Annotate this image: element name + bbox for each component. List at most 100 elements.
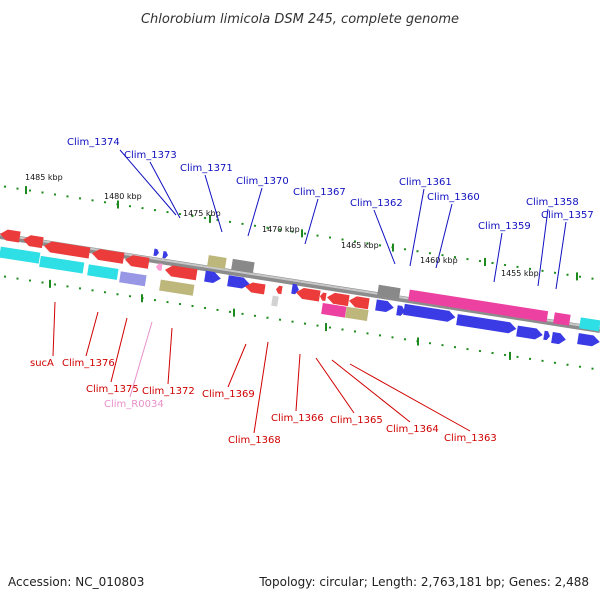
gene-feature [87, 264, 119, 280]
gene-feature [162, 251, 168, 259]
gene-label: Clim_1362 [350, 198, 403, 209]
scale-dot-top [503, 263, 507, 267]
scale-dot-top [328, 236, 332, 239]
scale-dot-bottom [316, 324, 319, 327]
scale-label: 1475 kbp [183, 209, 221, 218]
scale-dot-top [403, 248, 407, 251]
gene-feature [231, 258, 255, 274]
scale-dot-top [491, 261, 494, 265]
scale-dots [3, 185, 594, 370]
gene-feature [516, 325, 543, 340]
gene-feature [119, 271, 147, 287]
scale-dot-top [253, 224, 257, 227]
scale-labels: 1485 kbp 1480 kbp 1475 kbp 1470 kbp 1465 kbp… [25, 173, 539, 278]
gene-feature [245, 282, 266, 295]
scale-dot-bottom [241, 312, 244, 315]
gene-label: Clim_1370 [236, 176, 289, 187]
scale-dot-bottom [591, 367, 594, 370]
scale-dot-top [416, 250, 419, 253]
scale-dot-bottom [378, 334, 382, 337]
scale-dot-top [141, 207, 144, 210]
map-title: Chlorobium limicola DSM 245, complete ge… [141, 12, 459, 27]
scale-dot-bottom [103, 291, 107, 294]
scale-dot-bottom [291, 320, 294, 323]
scale-dot-top [178, 212, 182, 216]
scale-dot-top [66, 195, 69, 198]
leader-line [129, 321, 153, 398]
gene-feature [349, 296, 370, 310]
scale-label: 1480 kbp [104, 192, 142, 201]
gene-feature [125, 255, 150, 269]
scale-dot-bottom [341, 328, 344, 331]
leader-line [253, 341, 269, 434]
leader-line [373, 209, 396, 265]
scale-dot-top [578, 275, 582, 278]
scale-label: 1485 kbp [25, 173, 63, 182]
scale-dot-bottom [366, 332, 369, 335]
gene-feature [204, 270, 221, 283]
scale-dot-top [541, 269, 544, 272]
gene-feature [579, 317, 600, 332]
leader-line [167, 327, 173, 385]
scale-dot-bottom [391, 336, 394, 339]
leader-line [304, 198, 319, 245]
scale-dot-top [241, 222, 244, 225]
scale-dot-bottom [216, 308, 219, 312]
scale-dot-top [53, 193, 57, 196]
gene-label: Clim_1359 [478, 221, 531, 232]
gene-feature [156, 263, 163, 271]
gene-label: Clim_1366 [271, 413, 324, 424]
gene-feature [553, 312, 571, 326]
gene-label: Clim_1374 [67, 137, 120, 148]
gene-label: Clim_1365 [330, 415, 383, 426]
gene-feature [408, 289, 549, 323]
scale-label: 1460 kbp [420, 256, 458, 265]
scale-dot-top [466, 257, 469, 261]
gene-feature [39, 255, 85, 274]
scale-dot-top [528, 267, 532, 271]
scale-dot-top [566, 273, 569, 276]
gene-feature [320, 292, 327, 302]
gene-label: Clim_1363 [444, 433, 497, 444]
scale-dot-bottom [78, 287, 82, 290]
scale-dot-top [103, 201, 107, 204]
gene-feature [291, 283, 299, 295]
gene-feature [577, 333, 600, 347]
gene-feature [22, 235, 44, 249]
scale-dot-bottom [28, 279, 32, 282]
accession-text: Accession: NC_010803 [8, 575, 144, 589]
gene-label: sucA [30, 358, 54, 369]
scale-dot-bottom [153, 298, 157, 302]
scale-dot-top [478, 259, 482, 263]
gene-label: Clim_1371 [180, 163, 233, 174]
scale-dot-bottom [353, 330, 357, 333]
scale-dot-bottom [503, 353, 507, 357]
scale-label: 1465 kbp [341, 241, 379, 250]
scale-dot-bottom [116, 293, 119, 296]
scale-dot-bottom [166, 300, 169, 304]
scale-dot-top [153, 208, 157, 212]
scale-dot-top [303, 232, 307, 235]
gene-label: Clim_1357 [541, 210, 594, 221]
scale-dot-top [128, 205, 132, 208]
scale-dot-top [316, 234, 319, 237]
gene-feature [276, 285, 283, 295]
gene-label: Clim_1361 [399, 177, 452, 188]
scale-dot-bottom [253, 314, 257, 317]
scale-dot-bottom [578, 365, 582, 368]
scale-dot-top [228, 220, 232, 224]
leader-line [409, 188, 425, 267]
scale-dot-bottom [3, 275, 7, 278]
scale-dot-top [3, 185, 7, 188]
gene-label: Clim_1372 [142, 386, 195, 397]
scale-dot-bottom [441, 344, 444, 347]
scale-dot-bottom [491, 351, 494, 355]
gene-feature [375, 299, 394, 313]
leader-line [493, 232, 503, 283]
gene-feature [0, 229, 21, 243]
gene-feature [227, 275, 250, 289]
gene-label: Clim_1367 [293, 187, 346, 198]
leader-line [110, 317, 128, 383]
